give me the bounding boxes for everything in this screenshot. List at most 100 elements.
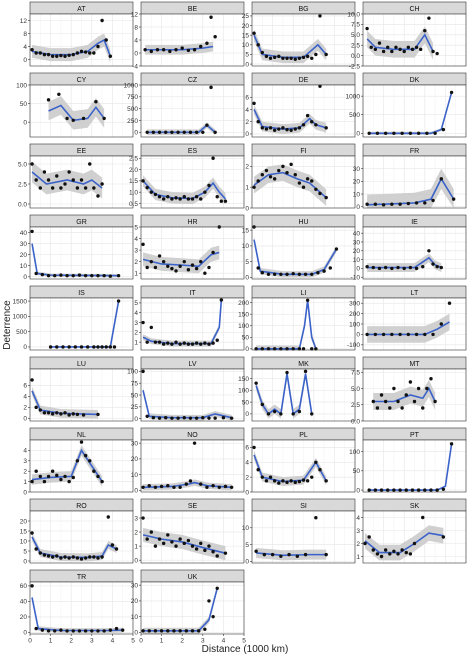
data-point: [272, 347, 277, 351]
y-tick-label: 0: [134, 416, 138, 423]
y-tick-label: 10.0: [347, 11, 360, 18]
data-point: [324, 52, 328, 57]
data-point: [106, 515, 110, 519]
panel-it: IT 1 2 3 4 5: [134, 285, 245, 351]
y-tick-label: 30: [353, 239, 361, 246]
y-tick-label: 0: [134, 130, 138, 137]
y-tick-label: 1.0: [129, 189, 138, 196]
data-point: [297, 56, 302, 60]
data-point: [310, 475, 314, 479]
data-point: [431, 49, 435, 54]
data-point: [211, 614, 215, 619]
data-point: [110, 543, 115, 547]
data-point: [112, 345, 117, 349]
data-point: [92, 186, 96, 190]
panel-title: CY: [77, 77, 87, 84]
y-tick-label: 15: [242, 32, 250, 39]
data-point: [301, 185, 306, 189]
smooth-line: [255, 373, 313, 416]
panel-title: NL: [77, 432, 86, 439]
y-tick-label: 2: [134, 259, 138, 266]
data-point: [429, 488, 433, 492]
data-point: [53, 273, 57, 278]
data-point: [439, 322, 443, 326]
data-point: [81, 116, 86, 121]
data-point: [305, 479, 310, 483]
y-tick-label: 0.5: [129, 201, 138, 208]
data-point: [42, 553, 47, 557]
data-point: [145, 130, 149, 134]
y-tick-label: 0: [23, 57, 27, 64]
panel-title: SI: [300, 503, 307, 510]
data-point: [256, 266, 260, 270]
y-tick-label: 5: [23, 548, 27, 555]
data-point: [178, 537, 182, 541]
data-point: [153, 265, 158, 270]
panel-sk: SK 1 2 3 4: [356, 498, 467, 564]
data-point: [149, 325, 153, 330]
data-point: [143, 48, 147, 52]
data-point: [388, 406, 392, 410]
data-point: [141, 629, 145, 633]
y-tick-label: 5: [245, 52, 249, 59]
data-point: [272, 272, 277, 276]
data-point: [314, 516, 318, 520]
data-point: [215, 338, 219, 342]
data-point: [365, 264, 369, 269]
data-point: [272, 479, 277, 483]
data-point: [46, 554, 51, 558]
y-tick-label: 2: [245, 474, 249, 481]
panel-ie: IE -10 0 10 20 30 40: [351, 214, 467, 282]
data-point: [266, 272, 271, 276]
data-point: [180, 46, 184, 50]
data-point: [418, 47, 423, 52]
data-point: [213, 130, 217, 134]
data-point: [102, 116, 106, 121]
panel-border: [362, 84, 467, 138]
data-point: [297, 272, 302, 276]
data-point: [186, 197, 191, 201]
panel-border: [29, 439, 134, 493]
data-point: [281, 164, 285, 169]
panel-hu: HU 0 5 10 15: [242, 214, 356, 282]
panel-dk: DK 0 500 1000: [346, 72, 467, 138]
data-point: [423, 28, 427, 33]
data-point: [65, 273, 69, 278]
data-point: [421, 515, 425, 520]
y-tick-label: 20: [20, 614, 28, 621]
x-tick-label: 0: [139, 638, 143, 645]
x-tick-label: 4: [222, 638, 226, 645]
data-point: [75, 459, 80, 463]
data-point: [116, 299, 121, 303]
y-tick-label: 20: [242, 23, 250, 30]
data-point: [215, 554, 219, 558]
y-tick-label: 2.5: [129, 156, 138, 163]
y-tick-label: 3: [134, 320, 138, 327]
data-point: [149, 49, 153, 54]
data-point: [96, 556, 100, 560]
data-point: [383, 399, 388, 404]
smooth-line: [253, 34, 327, 59]
data-point: [396, 552, 400, 556]
data-point: [55, 54, 59, 58]
data-point: [96, 474, 100, 479]
panel-border: [251, 13, 356, 67]
data-point: [30, 229, 34, 234]
y-tick-label: 100: [127, 369, 138, 376]
y-tick-label: 100: [16, 82, 27, 89]
data-point: [38, 408, 42, 412]
data-point: [157, 194, 162, 199]
y-tick-label: 2: [23, 469, 27, 476]
data-point: [381, 332, 386, 337]
data-point: [96, 44, 100, 49]
data-point: [252, 31, 256, 35]
data-point: [414, 332, 419, 337]
panel-cy: CY 0 50 100: [16, 72, 134, 138]
data-point: [166, 341, 170, 345]
y-tick-label: 60: [20, 583, 28, 590]
data-point: [161, 197, 166, 201]
data-point: [260, 50, 264, 55]
data-point: [408, 552, 413, 556]
smooth-line: [366, 33, 434, 52]
y-tick-label: 6: [245, 95, 249, 102]
